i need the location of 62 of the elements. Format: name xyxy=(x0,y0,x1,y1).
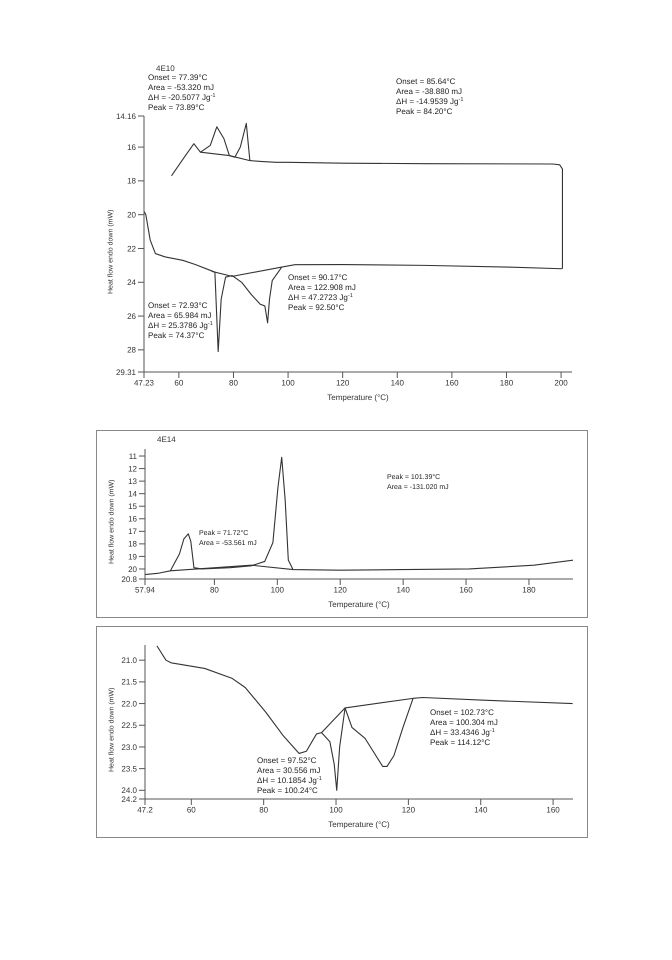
y-tick-label: 16 xyxy=(128,514,138,524)
y-tick-label: 13 xyxy=(128,476,138,486)
annotation: Onset = 102.73°C Area = 100.304 mJ ΔH = 33.4346 Jg$^{-1}$ Peak = 114.12°C xyxy=(430,708,498,747)
chart-title: 4E10 xyxy=(156,64,175,73)
text: Onset = 85.64°C Area = -38.880 mJ ΔH = -14.9539 Jg$^{-1}$ Peak = 84.20°C xyxy=(396,77,464,116)
x-tick-label: 100 xyxy=(281,378,296,388)
y-tick-label: 24.2 xyxy=(121,794,138,804)
y-tick-label: 22.0 xyxy=(121,699,138,708)
x-tick-label: 180 xyxy=(500,378,514,388)
x-tick-label: 100 xyxy=(329,806,344,815)
x-tick-label: 120 xyxy=(334,586,348,595)
y-tick-label: 23.0 xyxy=(121,742,138,752)
x-tick-label: 100 xyxy=(270,586,285,595)
y-tick-label: 26 xyxy=(127,312,137,321)
x-tick-label: 80 xyxy=(229,378,238,388)
y-tick-label: 14.16 xyxy=(116,112,137,121)
y-tick-label: 18 xyxy=(128,540,138,549)
annotation: Onset = 90.17°C Area = 122.908 mJ ΔH = 47.2723 Jg$^{-1}$ Peak = 92.50°C xyxy=(288,273,356,312)
x-tick-label: 160 xyxy=(459,586,474,595)
y-tick-label: 22.5 xyxy=(121,721,138,730)
chart-title: 4E14 xyxy=(157,435,176,444)
y-tick-label: 19 xyxy=(128,552,138,562)
x-tick-label: 80 xyxy=(210,586,220,595)
x-tick-label: 60 xyxy=(174,378,184,388)
x-tick-label: 140 xyxy=(474,806,488,815)
y-tick-label: 29.31 xyxy=(116,368,137,377)
x-tick-label: 120 xyxy=(402,806,416,815)
x-tick-label: 200 xyxy=(554,378,568,388)
y-tick-label: 20 xyxy=(127,210,137,220)
x-tick-label: 80 xyxy=(259,806,269,815)
text: Onset = 77.39°C Area = -53.320 mJ ΔH = -20.5077 Jg$^{-1}$ Peak = 73.89°C xyxy=(148,73,216,112)
y-tick-label: 20.8 xyxy=(121,574,138,584)
y-tick-label: 24 xyxy=(127,278,137,288)
x-axis-title: Temperature (°C) xyxy=(327,393,390,402)
y-tick-label: 20 xyxy=(128,564,138,574)
x-tick-label: 160 xyxy=(445,378,460,388)
y-tick-label: 11 xyxy=(128,452,138,461)
y-tick-label: 21.0 xyxy=(121,656,138,666)
y-tick-label: 17 xyxy=(128,527,138,536)
x-tick-label: 47.2 xyxy=(137,806,154,815)
x-tick-label: 47.23 xyxy=(134,378,155,388)
x-tick-label: 140 xyxy=(390,378,404,388)
x-tick-label: 120 xyxy=(336,378,350,388)
x-axis-title: Temperature (°C) xyxy=(328,820,390,829)
x-axis-title: Temperature (°C) xyxy=(328,600,390,609)
x-tick-label: 180 xyxy=(522,586,536,595)
y-tick-label: 24.0 xyxy=(121,786,138,796)
y-tick-label: 18 xyxy=(127,176,137,186)
x-tick-label: 60 xyxy=(186,806,196,815)
y-tick-label: 16 xyxy=(127,142,137,152)
y-tick-label: 21.5 xyxy=(121,678,138,687)
y-tick-label: 15 xyxy=(128,502,138,512)
y-tick-label: 12 xyxy=(128,464,138,474)
y-tick-label: 23.5 xyxy=(121,764,138,774)
annotation: Onset = 72.93°C Area = 65.984 mJ ΔH = 25.3786 Jg$^{-1}$ Peak = 74.37°C xyxy=(148,301,213,340)
y-tick-label: 14 xyxy=(128,490,138,499)
annotation: Onset = 97.52°C Area = 30.556 mJ ΔH = 10.1854 Jg$^{-1}$ Peak = 100.24°C xyxy=(257,756,322,795)
x-tick-label: 57.94 xyxy=(134,586,156,595)
y-tick-label: 28 xyxy=(127,346,137,355)
x-tick-label: 160 xyxy=(546,806,560,815)
x-tick-label: 140 xyxy=(396,586,410,595)
y-tick-label: 22 xyxy=(127,244,137,254)
